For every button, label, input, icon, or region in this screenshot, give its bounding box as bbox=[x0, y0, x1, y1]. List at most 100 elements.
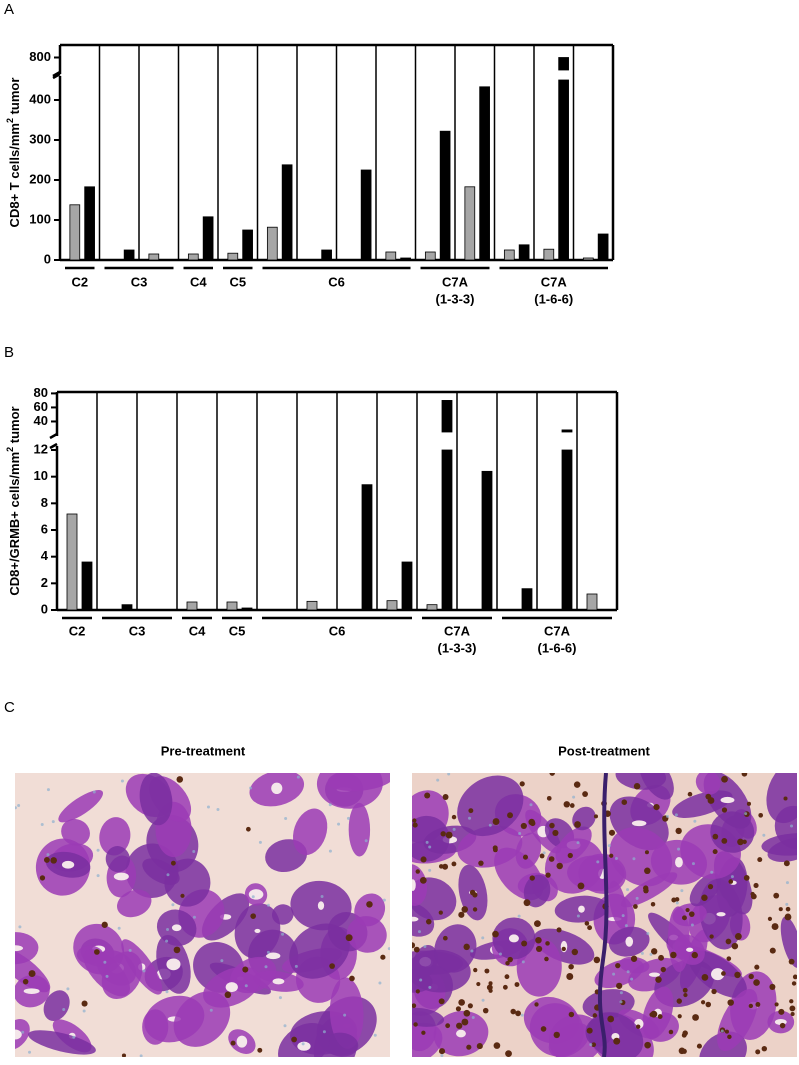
nucleus bbox=[244, 984, 248, 988]
stained-cell bbox=[458, 999, 466, 1006]
stained-cell bbox=[734, 933, 742, 940]
tissue-gland bbox=[515, 832, 542, 869]
nucleus bbox=[322, 1030, 326, 1034]
nucleus bbox=[529, 803, 533, 807]
tissue-gland bbox=[292, 808, 328, 856]
stained-cell bbox=[726, 956, 732, 961]
stained-cell bbox=[668, 1029, 674, 1035]
stained-cell bbox=[705, 793, 712, 800]
nucleus bbox=[619, 1000, 623, 1004]
nucleus bbox=[790, 824, 794, 828]
nucleus bbox=[626, 888, 630, 892]
stained-cell bbox=[757, 857, 763, 863]
stained-cell bbox=[545, 941, 550, 946]
panel-letter: C bbox=[4, 699, 15, 716]
stained-cell bbox=[691, 951, 698, 959]
tissue-lumen bbox=[578, 905, 585, 913]
stained-cell bbox=[514, 982, 520, 987]
tissue-lumen bbox=[236, 1035, 248, 1048]
group-label: C7A bbox=[444, 623, 471, 638]
stained-cell bbox=[724, 1029, 729, 1034]
tissue-gland bbox=[695, 773, 721, 795]
tissue-gland bbox=[43, 990, 70, 1021]
stained-cell bbox=[681, 1048, 687, 1054]
y-axis-label: CD8+/GRMB+ cells/mm2 tumor bbox=[5, 406, 22, 595]
axis-break bbox=[49, 432, 58, 440]
tissue-gland bbox=[523, 874, 551, 908]
nucleus bbox=[165, 990, 169, 994]
bar bbox=[481, 470, 493, 611]
tissue-gland bbox=[99, 817, 131, 856]
group-label: C4 bbox=[189, 623, 206, 638]
stained-cell bbox=[687, 791, 693, 797]
y-tick-label: 2 bbox=[41, 575, 48, 590]
stained-cell bbox=[653, 804, 660, 811]
stained-cell bbox=[413, 946, 420, 953]
nucleus bbox=[440, 1054, 444, 1057]
tissue-gland bbox=[457, 775, 524, 837]
stained-cell bbox=[451, 861, 457, 867]
stained-cell bbox=[712, 833, 719, 840]
stained-cell bbox=[783, 796, 788, 801]
stained-cell bbox=[545, 872, 551, 878]
stained-cell bbox=[573, 781, 581, 788]
nucleus bbox=[417, 930, 421, 934]
stained-cell bbox=[651, 948, 658, 955]
nucleus bbox=[387, 947, 390, 951]
nucleus bbox=[680, 889, 684, 893]
bar bbox=[266, 226, 278, 261]
stained-cell bbox=[442, 863, 449, 870]
stained-cell bbox=[419, 877, 427, 884]
bar bbox=[84, 186, 95, 261]
stained-cell bbox=[504, 974, 510, 980]
tissue-lumen bbox=[648, 972, 661, 977]
nucleus bbox=[520, 1013, 524, 1017]
y-axis-label-part: tumor bbox=[7, 78, 22, 118]
nucleus bbox=[762, 833, 766, 837]
bar bbox=[69, 204, 81, 261]
bar bbox=[281, 164, 293, 261]
stained-cell bbox=[413, 1022, 418, 1027]
nucleus bbox=[139, 1054, 143, 1057]
stained-cell bbox=[725, 938, 732, 945]
nucleus bbox=[665, 814, 669, 818]
stained-cell bbox=[540, 1026, 547, 1032]
stained-cell bbox=[482, 1007, 489, 1014]
nucleus bbox=[675, 901, 679, 905]
bar bbox=[386, 600, 398, 611]
stained-cell bbox=[650, 902, 656, 907]
stained-cell bbox=[615, 962, 621, 969]
nucleus bbox=[192, 915, 196, 919]
nucleus bbox=[249, 786, 253, 790]
stained-cell bbox=[712, 849, 718, 855]
group-label: (1-6-6) bbox=[534, 291, 573, 306]
nucleus bbox=[640, 951, 644, 955]
nucleus bbox=[294, 964, 298, 968]
stained-cell bbox=[746, 801, 751, 806]
nucleus bbox=[428, 985, 432, 989]
stained-cell bbox=[170, 860, 176, 866]
stained-cell bbox=[767, 916, 773, 921]
y-tick-label: 60 bbox=[34, 399, 48, 414]
bar bbox=[518, 244, 530, 261]
stained-cell bbox=[420, 856, 427, 863]
stained-cell bbox=[790, 1011, 795, 1017]
stained-cell bbox=[593, 956, 601, 964]
group-label: (1-3-3) bbox=[435, 291, 474, 306]
stained-cell bbox=[455, 1006, 462, 1012]
stained-cell bbox=[769, 983, 776, 990]
nucleus bbox=[436, 778, 440, 782]
nucleus bbox=[51, 820, 55, 824]
tissue-lumen bbox=[456, 1029, 466, 1038]
axis-break bbox=[49, 442, 58, 450]
nucleus bbox=[481, 936, 485, 940]
tissue-gland bbox=[83, 949, 131, 997]
nucleus bbox=[128, 948, 132, 952]
tissue-lumen bbox=[412, 916, 419, 922]
stained-cell bbox=[463, 943, 470, 951]
group-label: C4 bbox=[190, 274, 207, 289]
bar bbox=[561, 449, 573, 611]
nucleus bbox=[103, 960, 107, 964]
stained-cell bbox=[424, 792, 431, 799]
stained-cell bbox=[753, 979, 760, 986]
